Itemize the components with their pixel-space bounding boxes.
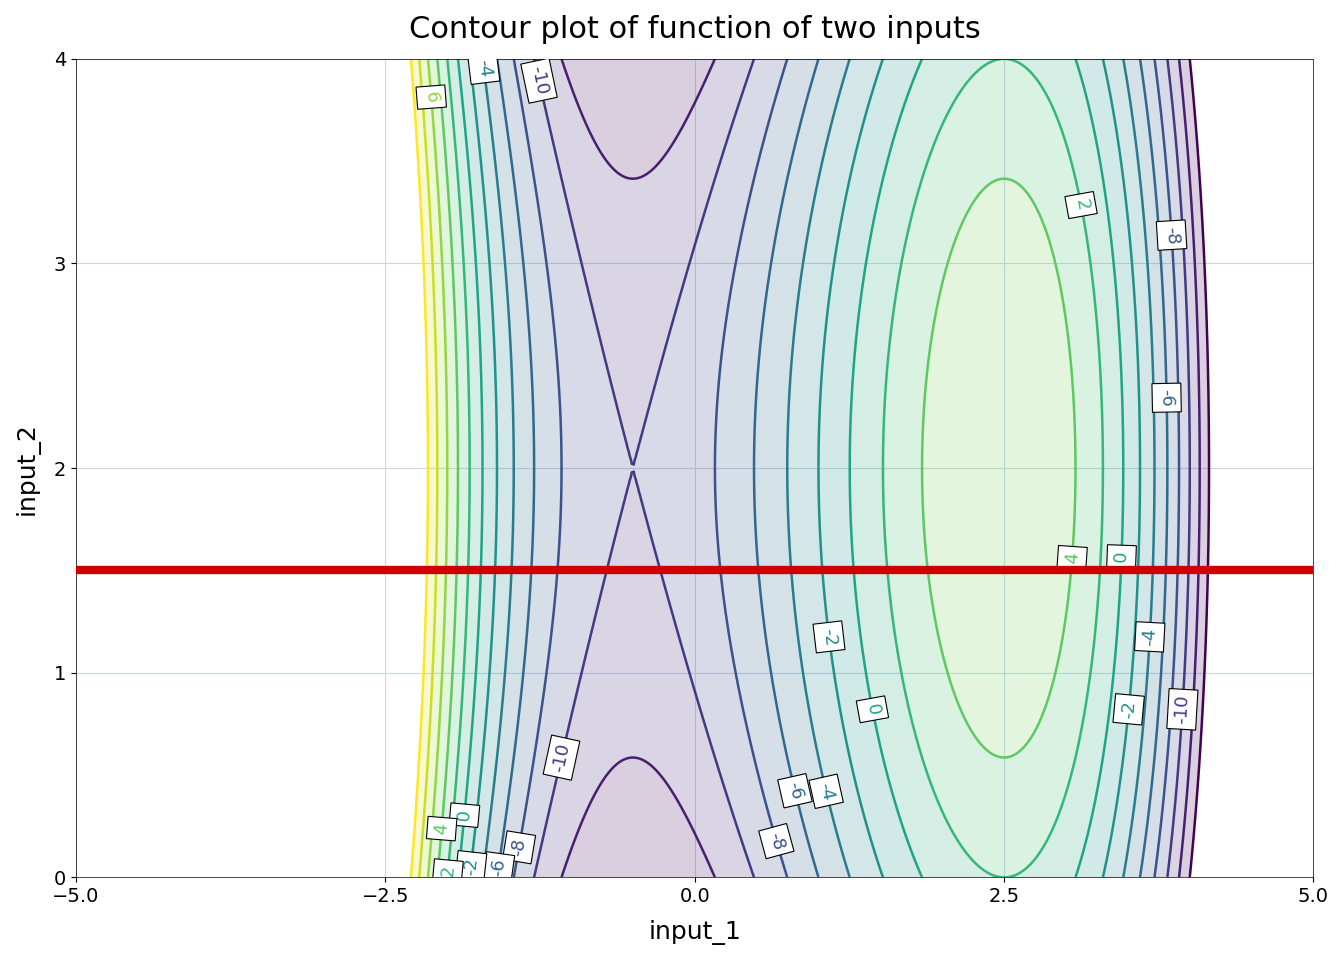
- Text: -8: -8: [765, 830, 788, 852]
- Text: -10: -10: [527, 64, 551, 97]
- Text: -6: -6: [488, 857, 508, 877]
- Text: -8: -8: [509, 837, 530, 857]
- Text: 0: 0: [1113, 550, 1130, 563]
- Text: -10: -10: [550, 741, 574, 774]
- Text: 4: 4: [1063, 551, 1082, 564]
- Text: 2: 2: [438, 865, 457, 877]
- Title: Contour plot of function of two inputs: Contour plot of function of two inputs: [409, 15, 981, 44]
- Text: -2: -2: [1118, 700, 1138, 719]
- Text: 0: 0: [454, 808, 474, 822]
- Y-axis label: input_2: input_2: [15, 421, 40, 515]
- X-axis label: input_1: input_1: [648, 920, 741, 945]
- Text: -4: -4: [1140, 628, 1160, 646]
- Text: -2: -2: [818, 627, 839, 647]
- Text: 4: 4: [433, 822, 452, 835]
- Text: 2: 2: [1071, 198, 1091, 212]
- Text: -4: -4: [816, 780, 837, 802]
- Text: -10: -10: [1172, 694, 1192, 725]
- Text: 6: 6: [422, 91, 441, 104]
- Text: -8: -8: [1163, 226, 1181, 245]
- Text: 0: 0: [863, 702, 882, 716]
- Text: -6: -6: [784, 780, 805, 802]
- Text: -6: -6: [1157, 389, 1176, 407]
- Text: -2: -2: [461, 856, 481, 876]
- Text: -4: -4: [473, 59, 493, 79]
